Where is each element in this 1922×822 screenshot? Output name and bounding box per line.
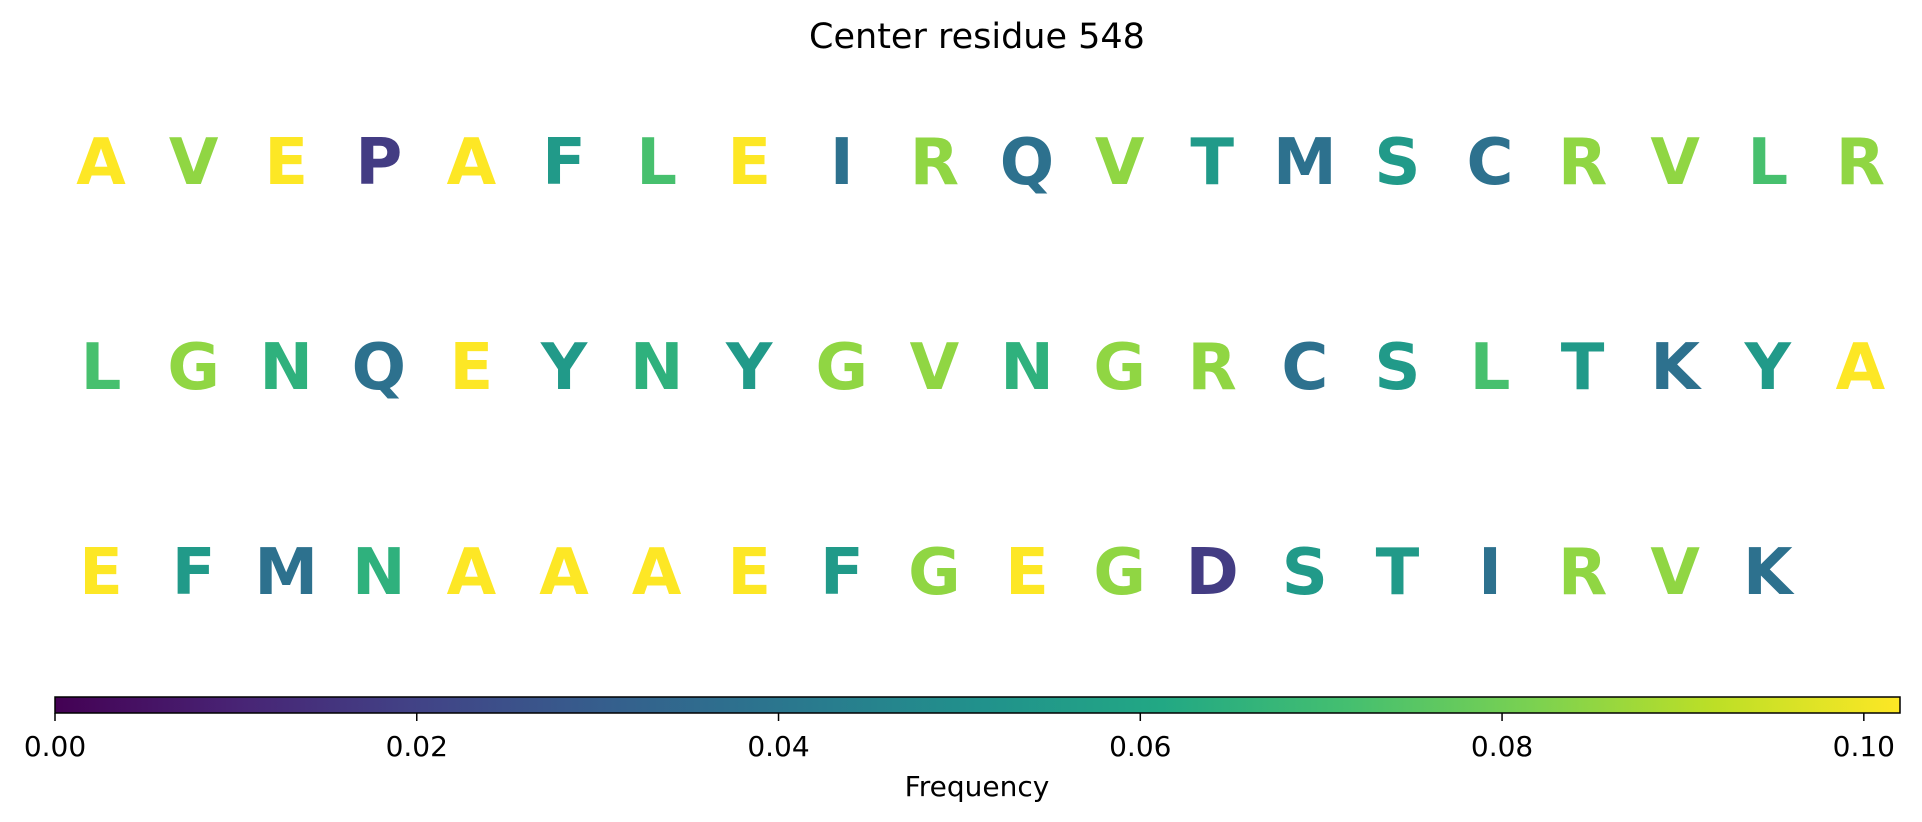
residue-letter: G xyxy=(1093,331,1146,405)
residue-letter: E xyxy=(727,126,771,200)
residue-letter: I xyxy=(1478,536,1502,610)
residue-letter: F xyxy=(820,536,864,610)
residue-letter: I xyxy=(830,126,854,200)
residue-letter: V xyxy=(1095,126,1145,200)
residue-letter: L xyxy=(81,331,122,405)
residue-letter: K xyxy=(1743,536,1795,610)
residue-letter: N xyxy=(1000,331,1054,405)
residue-letter: S xyxy=(1374,331,1420,405)
residue-letter: T xyxy=(1561,331,1605,405)
residue-letter: R xyxy=(1836,126,1885,200)
residue-letter: C xyxy=(1467,126,1514,200)
residue-letter: F xyxy=(172,536,216,610)
residue-letter: M xyxy=(1273,126,1337,200)
colorbar-tick-label: 0.02 xyxy=(386,730,448,763)
residue-letter: C xyxy=(1281,331,1328,405)
residue-letter: R xyxy=(1558,126,1607,200)
residue-letter: V xyxy=(1650,126,1700,200)
residue-letter: A xyxy=(76,126,126,200)
residue-letter: Q xyxy=(352,331,406,405)
residue-letter: Q xyxy=(1000,126,1054,200)
residue-letter: G xyxy=(908,536,961,610)
residue-letter: K xyxy=(1650,331,1702,405)
residue-letter: G xyxy=(167,331,220,405)
colorbar-tick-label: 0.06 xyxy=(1109,730,1171,763)
residue-letter: Y xyxy=(540,331,588,405)
residue-letter: R xyxy=(910,126,959,200)
residue-letter: D xyxy=(1186,536,1239,610)
residue-letter: A xyxy=(1836,331,1886,405)
residue-letter: T xyxy=(1190,126,1234,200)
residue-letter: M xyxy=(254,536,318,610)
residue-letter: F xyxy=(542,126,586,200)
residue-letter: V xyxy=(1650,536,1700,610)
residue-letter: S xyxy=(1374,126,1420,200)
colorbar-ticks: 0.00 0.02 0.04 0.06 0.08 0.10 xyxy=(24,713,1895,763)
colorbar-gradient xyxy=(54,696,1901,714)
residue-letter: E xyxy=(264,126,308,200)
colorbar-tick-label: 0.04 xyxy=(747,730,809,763)
residue-letter: T xyxy=(1376,536,1420,610)
chart-title: Center residue 548 xyxy=(809,17,1145,57)
colorbar-label: Frequency xyxy=(905,770,1050,803)
residue-letter: E xyxy=(727,536,771,610)
colorbar: 0.00 0.02 0.04 0.06 0.08 0.10 Frequency xyxy=(24,696,1901,803)
residue-letter: N xyxy=(259,331,313,405)
residue-letter: P xyxy=(355,126,402,200)
residue-letter: A xyxy=(447,536,497,610)
residue-letter: L xyxy=(636,126,677,200)
residue-letter: V xyxy=(910,331,960,405)
residue-letter: A xyxy=(539,536,589,610)
residue-letter: N xyxy=(352,536,406,610)
residue-letter: R xyxy=(1188,331,1237,405)
residue-letter: Y xyxy=(1744,331,1792,405)
residue-letter: N xyxy=(630,331,684,405)
residue-letter: E xyxy=(450,331,494,405)
residue-letter: E xyxy=(1005,536,1049,610)
residue-letter: Y xyxy=(725,331,773,405)
residue-grid: A V E P A F L E I R Q V T M S C R V L RL G N Q E Y N Y G V N G R C S L T K Y A… xyxy=(76,126,1885,610)
colorbar-tick-label: 0.08 xyxy=(1471,730,1533,763)
residue-letter: L xyxy=(1470,331,1511,405)
residue-letter: S xyxy=(1282,536,1328,610)
residue-letter: G xyxy=(1093,536,1146,610)
residue-letter: L xyxy=(1747,126,1788,200)
residue-letter: A xyxy=(447,126,497,200)
residue-letter: A xyxy=(632,536,682,610)
residue-letter: G xyxy=(816,331,869,405)
residue-letter: R xyxy=(1558,536,1607,610)
colorbar-tick-label: 0.10 xyxy=(1833,730,1895,763)
colorbar-tick-label: 0.00 xyxy=(24,730,86,763)
residue-letter: V xyxy=(169,126,219,200)
residue-letter: E xyxy=(79,536,123,610)
